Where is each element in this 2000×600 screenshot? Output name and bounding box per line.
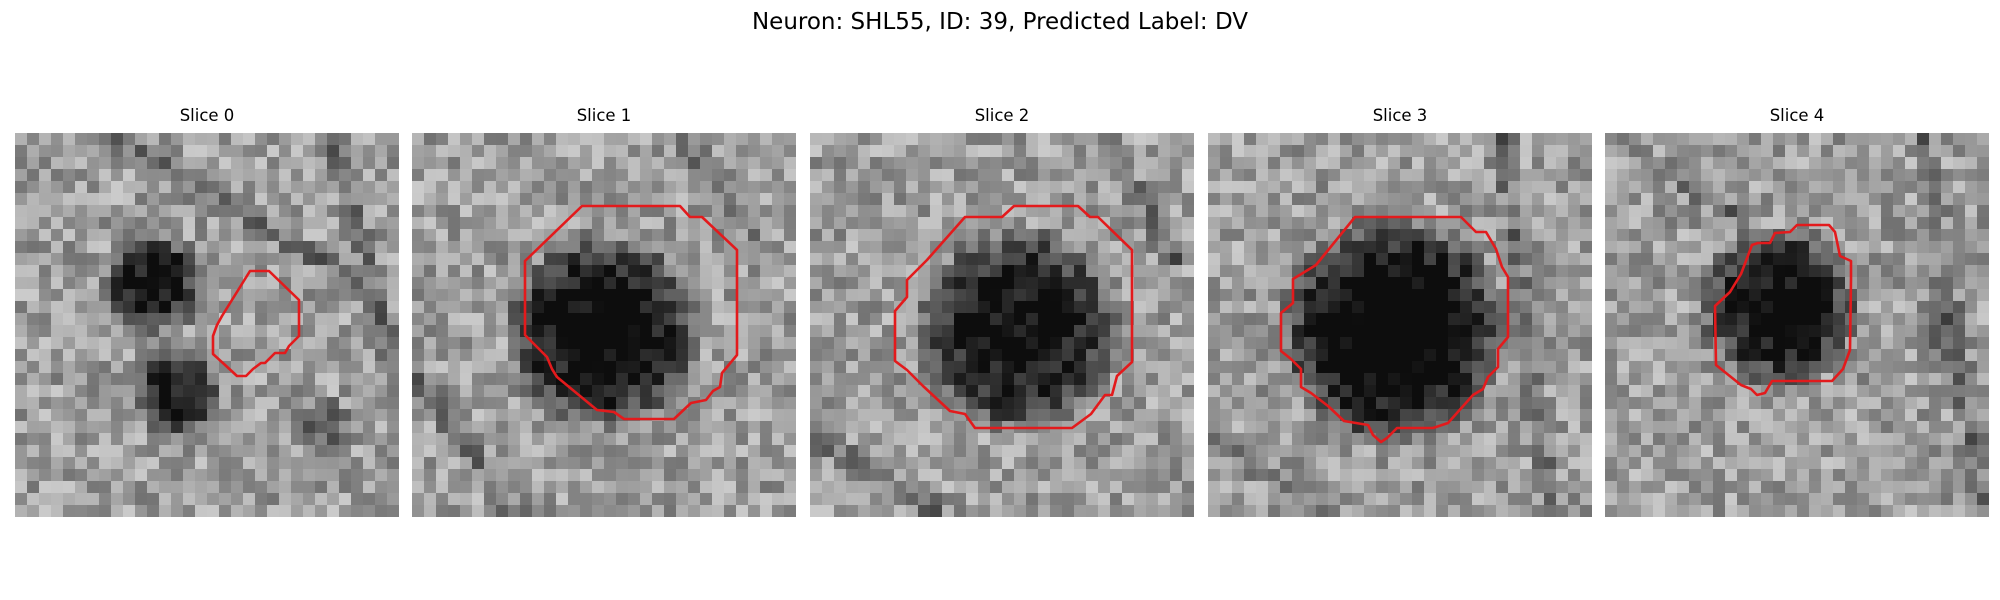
slice-image bbox=[15, 133, 399, 517]
roi-contour-overlay bbox=[1713, 223, 1853, 397]
slice-image bbox=[810, 133, 1194, 517]
grayscale-image bbox=[1208, 133, 1592, 517]
slice-panel-2: Slice 2 bbox=[810, 105, 1194, 517]
slice-image bbox=[412, 133, 796, 517]
roi-contour bbox=[523, 204, 739, 421]
roi-contour-overlay bbox=[211, 269, 301, 378]
roi-contour-overlay bbox=[1279, 215, 1510, 444]
slice-panel-0: Slice 0 bbox=[15, 105, 399, 517]
slice-title: Slice 4 bbox=[1769, 106, 1825, 125]
slice-title: Slice 0 bbox=[179, 106, 235, 125]
grayscale-image bbox=[810, 133, 1194, 517]
grayscale-image bbox=[15, 133, 399, 517]
roi-contour-overlay bbox=[893, 204, 1134, 430]
slice-panel-1: Slice 1 bbox=[412, 105, 796, 517]
roi-contour-overlay bbox=[523, 204, 739, 421]
roi-contour bbox=[211, 269, 301, 378]
slice-image bbox=[1208, 133, 1592, 517]
slice-image bbox=[1605, 133, 1989, 517]
slice-title: Slice 3 bbox=[1372, 106, 1428, 125]
roi-contour bbox=[1713, 223, 1853, 397]
slice-panel-3: Slice 3 bbox=[1208, 105, 1592, 517]
slice-title: Slice 1 bbox=[576, 106, 632, 125]
grayscale-image bbox=[1605, 133, 1989, 517]
slice-panel-4: Slice 4 bbox=[1605, 105, 1989, 517]
roi-contour bbox=[1279, 215, 1510, 444]
roi-contour bbox=[893, 204, 1134, 430]
grayscale-image bbox=[412, 133, 796, 517]
slice-title: Slice 2 bbox=[974, 106, 1030, 125]
figure-title: Neuron: SHL55, ID: 39, Predicted Label: … bbox=[751, 9, 1249, 35]
